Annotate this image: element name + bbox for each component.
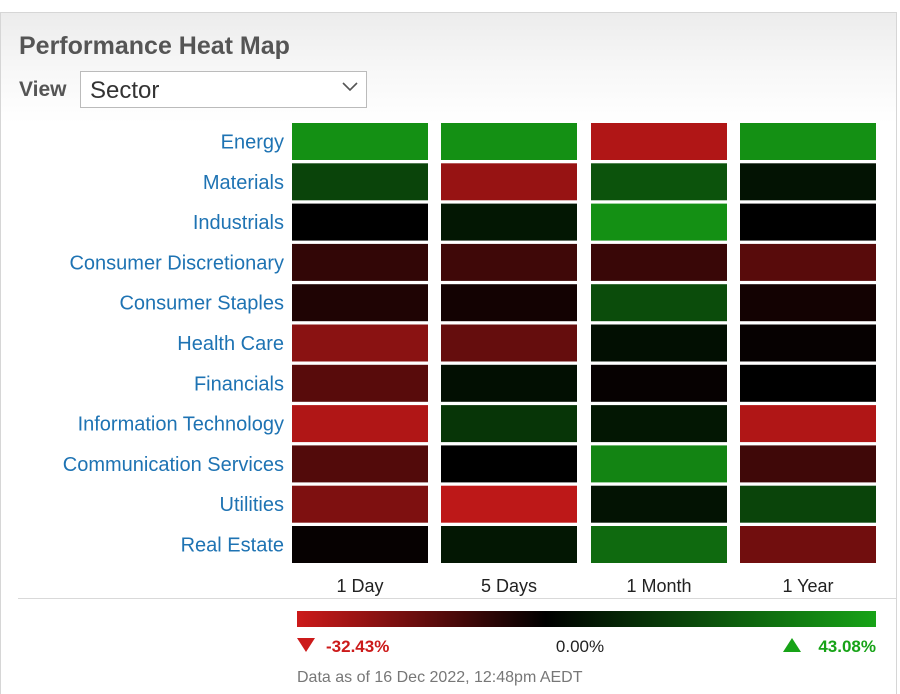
chevron-down-icon: [342, 82, 358, 92]
row-label-communication-services[interactable]: Communication Services: [63, 454, 284, 476]
heatmap-cell[interactable]: [441, 284, 577, 322]
heatmap-cell[interactable]: [591, 364, 727, 402]
heatmap-cell[interactable]: [292, 284, 428, 322]
heatmap-cell[interactable]: [591, 163, 727, 201]
heatmap-cell[interactable]: [441, 203, 577, 241]
heatmap-cell[interactable]: [292, 485, 428, 523]
triangle-up-icon: [783, 638, 801, 652]
heatmap-cell[interactable]: [740, 163, 876, 201]
heatmap-cell[interactable]: [740, 526, 876, 563]
scale-max-label: 43.08%: [818, 637, 876, 656]
heatmap-cell[interactable]: [591, 284, 727, 322]
row-label-information-technology[interactable]: Information Technology: [78, 414, 284, 436]
heatmap-cell[interactable]: [591, 243, 727, 281]
divider: [18, 598, 896, 599]
heatmap-cell[interactable]: [591, 405, 727, 443]
page-title: Performance Heat Map: [19, 32, 290, 60]
heatmap-cell[interactable]: [740, 284, 876, 322]
view-select[interactable]: Sector: [80, 71, 367, 108]
heatmap-cell[interactable]: [441, 243, 577, 281]
heatmap-cell[interactable]: [292, 526, 428, 563]
row-label-materials[interactable]: Materials: [203, 172, 284, 194]
heatmap-cell[interactable]: [740, 123, 876, 160]
heatmap-cell[interactable]: [591, 203, 727, 241]
heatmap-cell[interactable]: [441, 445, 577, 483]
heatmap-cell[interactable]: [740, 364, 876, 402]
heatmap-cell[interactable]: [441, 163, 577, 201]
heatmap-cell[interactable]: [441, 123, 577, 160]
data-timestamp: Data as of 16 Dec 2022, 12:48pm AEDT: [297, 669, 583, 686]
row-label-real-estate[interactable]: Real Estate: [181, 535, 284, 557]
heatmap-cell[interactable]: [591, 324, 727, 362]
column-label-1-month: 1 Month: [626, 576, 691, 596]
triangle-down-icon: [297, 638, 315, 652]
heatmap-cell[interactable]: [441, 324, 577, 362]
column-label-1-year: 1 Year: [782, 576, 833, 596]
heatmap-cell[interactable]: [740, 243, 876, 281]
column-label-5-days: 5 Days: [481, 576, 537, 596]
heatmap-cell[interactable]: [740, 445, 876, 483]
heatmap-cell[interactable]: [740, 324, 876, 362]
heatmap-cell[interactable]: [292, 324, 428, 362]
heatmap-cell[interactable]: [441, 485, 577, 523]
view-label: View: [19, 78, 67, 101]
scale-min-label: -32.43%: [326, 637, 389, 656]
heatmap-cell[interactable]: [292, 123, 428, 160]
heatmap-cell[interactable]: [441, 364, 577, 402]
heatmap-cell[interactable]: [591, 445, 727, 483]
heatmap-cell[interactable]: [441, 405, 577, 443]
row-label-energy[interactable]: Energy: [221, 132, 284, 154]
heatmap-cell[interactable]: [292, 163, 428, 201]
row-label-health-care[interactable]: Health Care: [177, 333, 284, 355]
row-label-consumer-staples[interactable]: Consumer Staples: [119, 293, 284, 315]
row-label-utilities[interactable]: Utilities: [220, 494, 284, 516]
heatmap-cell[interactable]: [292, 405, 428, 443]
heatmap-cell[interactable]: [591, 526, 727, 563]
heatmap-cell[interactable]: [441, 526, 577, 563]
heatmap-cell[interactable]: [292, 243, 428, 281]
row-label-industrials[interactable]: Industrials: [193, 212, 284, 234]
column-label-1-day: 1 Day: [336, 576, 383, 596]
color-scale-bar: [297, 611, 876, 627]
heatmap-cell[interactable]: [292, 445, 428, 483]
heatmap-cell[interactable]: [740, 203, 876, 241]
view-select-value: Sector: [90, 77, 160, 104]
heatmap-cell[interactable]: [292, 364, 428, 402]
heatmap-cell[interactable]: [292, 203, 428, 241]
heatmap-cell[interactable]: [591, 123, 727, 160]
heatmap-cell[interactable]: [591, 485, 727, 523]
row-label-consumer-discretionary[interactable]: Consumer Discretionary: [69, 252, 284, 274]
row-label-financials[interactable]: Financials: [194, 373, 284, 395]
heatmap-cell[interactable]: [740, 405, 876, 443]
heatmap-cell[interactable]: [740, 485, 876, 523]
scale-mid-label: 0.00%: [556, 637, 604, 656]
